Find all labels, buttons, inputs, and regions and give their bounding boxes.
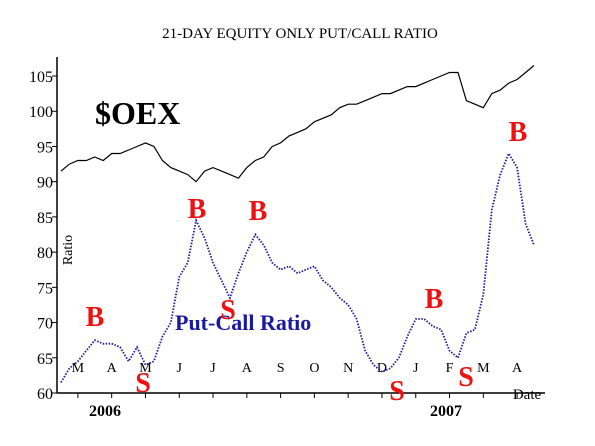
x-tick-label: M xyxy=(139,361,152,376)
y-tick-label: 60 xyxy=(37,386,53,403)
y-axis-label: Ratio xyxy=(61,235,76,265)
year-label: 2006 xyxy=(89,403,121,420)
signal-label: B xyxy=(188,194,207,225)
x-tick-label: J xyxy=(177,361,183,376)
signal-label: S xyxy=(220,295,236,326)
x-tick-label: D xyxy=(377,361,387,376)
legend-label: $OEX xyxy=(95,95,180,131)
y-tick-label: 90 xyxy=(37,175,53,192)
y-tick-label: 100 xyxy=(29,104,53,121)
legend-label: Put-Call Ratio xyxy=(175,310,311,335)
signal-label: B xyxy=(86,302,105,333)
x-tick-label: J xyxy=(413,361,419,376)
signal-label: S xyxy=(458,362,474,393)
chart-title: 21-DAY EQUITY ONLY PUT/CALL RATIO xyxy=(162,26,438,42)
y-tick-label: 105 xyxy=(29,69,53,86)
signal-label: B xyxy=(425,284,444,315)
x-tick-label: N xyxy=(343,361,353,376)
x-tick-label: M xyxy=(72,361,85,376)
signal-label: S xyxy=(135,368,151,399)
x-tick-label: A xyxy=(242,361,253,376)
x-tick-label: O xyxy=(309,361,319,376)
x-tick-label: M xyxy=(477,361,490,376)
year-label: 2007 xyxy=(430,403,462,420)
x-axis-label: Date xyxy=(513,387,542,403)
signal-label: S xyxy=(389,376,405,407)
x-tick-label: A xyxy=(512,361,523,376)
y-tick-label: 85 xyxy=(37,210,53,227)
signal-label: B xyxy=(249,196,268,227)
y-tick-label: 75 xyxy=(37,280,53,297)
signal-label: B xyxy=(509,117,528,148)
x-tick-label: S xyxy=(277,361,285,376)
series-line xyxy=(60,65,535,183)
x-tick-label: J xyxy=(210,361,216,376)
series-line xyxy=(60,151,535,383)
x-tick-label: F xyxy=(446,361,454,376)
y-tick-label: 80 xyxy=(37,245,53,262)
y-tick-label: 95 xyxy=(37,139,53,156)
y-tick-label: 70 xyxy=(37,316,53,333)
y-tick-label: 65 xyxy=(37,351,53,368)
x-tick-label: A xyxy=(107,361,118,376)
